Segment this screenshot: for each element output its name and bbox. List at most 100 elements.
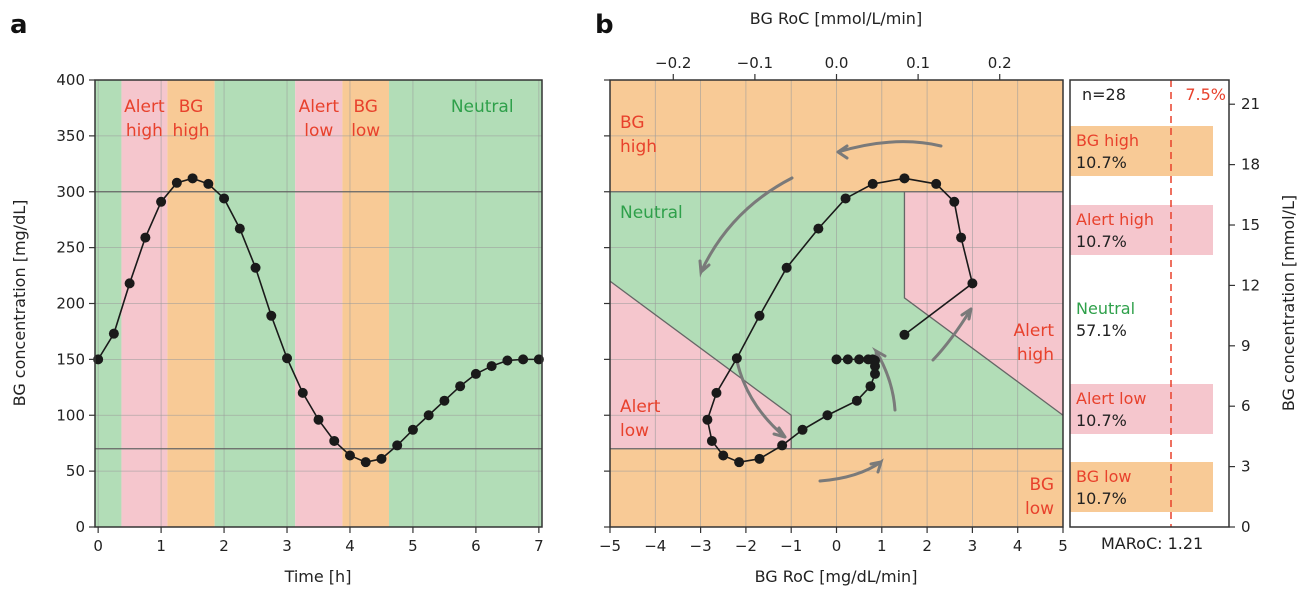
data-point xyxy=(518,354,529,365)
data-point xyxy=(867,178,878,189)
data-point xyxy=(171,177,182,188)
data-point xyxy=(140,232,151,243)
data-point xyxy=(718,450,729,461)
data-point xyxy=(455,381,466,392)
data-point xyxy=(870,368,881,379)
right-tick-label: 12 xyxy=(1241,276,1260,294)
summary-category: Neutral xyxy=(1076,299,1135,318)
data-point xyxy=(156,196,167,207)
region-label: BG xyxy=(179,97,204,117)
panel-b-top-xlabel: BG RoC [mmol/L/min] xyxy=(750,9,922,28)
region-label: low xyxy=(304,121,333,141)
data-point xyxy=(706,435,717,446)
data-point xyxy=(899,173,910,184)
summary-bar-alert-high xyxy=(1070,205,1213,255)
data-point xyxy=(486,361,497,372)
region-label: low xyxy=(1025,499,1054,519)
panel-a-region-labels: Alert high BG high Alert low BG low Neutral xyxy=(124,97,513,141)
data-point xyxy=(360,457,371,468)
data-point xyxy=(313,414,324,425)
x-tick-label: 0 xyxy=(832,537,842,555)
panel-a-series xyxy=(93,173,544,468)
data-point xyxy=(297,387,308,398)
summary-percent: 10.7% xyxy=(1076,489,1127,508)
top-tick-label: 0.1 xyxy=(906,54,930,72)
summary-bar-bg-high xyxy=(1070,126,1213,176)
region-label: Neutral xyxy=(451,97,514,117)
summary-category: BG high xyxy=(1076,131,1139,150)
right-tick-label: 15 xyxy=(1241,216,1260,234)
summary-category: BG low xyxy=(1076,467,1132,486)
summary-category: Alert low xyxy=(1076,389,1147,408)
x-tick-label: 2 xyxy=(219,537,229,555)
x-tick-label: 5 xyxy=(408,537,418,555)
y-tick-label: 350 xyxy=(56,127,85,145)
summary-category: Alert high xyxy=(1076,210,1154,229)
data-point xyxy=(392,440,403,451)
top-tick-label: 0.2 xyxy=(988,54,1012,72)
region-label: high xyxy=(126,121,163,141)
region-label: Alert xyxy=(124,97,165,117)
summary-bar-bg-low xyxy=(1070,462,1213,512)
data-point xyxy=(822,410,833,421)
data-point xyxy=(851,395,862,406)
region-label: BG xyxy=(1029,475,1054,495)
region-label: Neutral xyxy=(620,203,683,223)
top-tick-label: 0.0 xyxy=(825,54,849,72)
data-point xyxy=(282,353,293,364)
summary-percent: 10.7% xyxy=(1076,411,1127,430)
data-point xyxy=(797,424,808,435)
data-point xyxy=(956,232,967,243)
summary-right-ylabel: BG concentration [mmol/L] xyxy=(1279,195,1298,411)
data-point xyxy=(407,424,418,435)
trajectory-arrow xyxy=(931,307,973,362)
data-point xyxy=(967,278,978,289)
panel-a-label: a xyxy=(10,10,28,40)
sample-count: n=28 xyxy=(1082,85,1126,104)
x-tick-label: 3 xyxy=(282,537,292,555)
x-tick-label: 0 xyxy=(93,537,103,555)
panel-b-arrows xyxy=(698,140,973,483)
data-point xyxy=(842,354,853,365)
data-point xyxy=(734,457,745,468)
data-point xyxy=(899,329,910,340)
trajectory-arrow xyxy=(735,359,787,439)
x-tick-label: 5 xyxy=(1058,537,1068,555)
trajectory-arrow xyxy=(698,176,794,278)
data-point xyxy=(439,395,450,406)
x-tick-label: −1 xyxy=(780,537,802,555)
data-point xyxy=(731,353,742,364)
panel-a-ylabel: BG concentration [mg/dL] xyxy=(10,200,29,407)
data-point xyxy=(777,440,788,451)
boundary-line xyxy=(903,191,1064,416)
x-tick-label: 1 xyxy=(877,537,887,555)
x-tick-label: −2 xyxy=(735,537,757,555)
x-tick-label: 1 xyxy=(156,537,166,555)
x-tick-label: 4 xyxy=(1013,537,1023,555)
data-point xyxy=(203,178,214,189)
right-tick-label: 0 xyxy=(1241,518,1251,536)
y-tick-label: 50 xyxy=(66,462,85,480)
region-label: high xyxy=(620,137,657,157)
panel-b-region-labels: BG high Neutral Alert high Alert low BG low xyxy=(620,113,1054,519)
panel-b-label: b xyxy=(595,10,614,40)
summary-percent: 10.7% xyxy=(1076,153,1127,172)
right-tick-label: 21 xyxy=(1241,95,1260,113)
summary-percent: 10.7% xyxy=(1076,232,1127,251)
data-point xyxy=(234,223,245,234)
panel-b-series xyxy=(702,173,978,468)
panel-b-xlabel: BG RoC [mg/dL/min] xyxy=(755,567,918,586)
data-point xyxy=(187,173,198,184)
region-label: high xyxy=(172,121,209,141)
region-label: BG xyxy=(353,97,378,117)
y-tick-label: 250 xyxy=(56,239,85,257)
data-point xyxy=(813,223,824,234)
summary-panel: BG high 10.7% Alert high 10.7% Neutral 57.1% A… xyxy=(1070,80,1226,553)
data-point xyxy=(781,262,792,273)
data-point xyxy=(931,178,942,189)
data-point xyxy=(702,414,713,425)
data-point xyxy=(502,355,513,366)
data-point xyxy=(831,354,842,365)
y-tick-label: 150 xyxy=(56,350,85,368)
top-tick-label: −0.1 xyxy=(737,54,773,72)
